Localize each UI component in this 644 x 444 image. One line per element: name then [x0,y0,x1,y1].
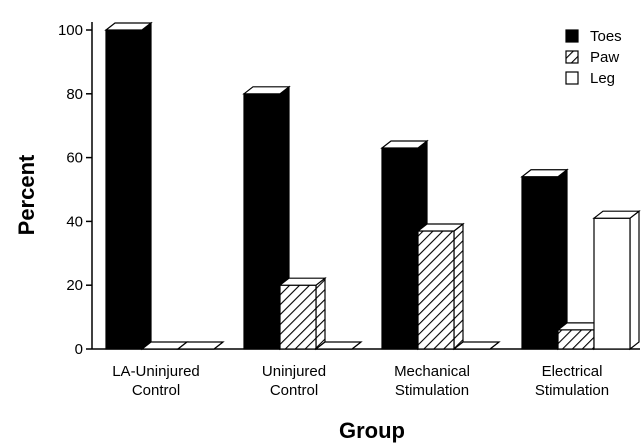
bar-leg [452,341,501,350]
bar-front [593,217,631,350]
bar-front [557,329,595,350]
bar-leg [592,209,641,351]
x-category-label: Mechanical [394,363,470,380]
bar-top [278,277,327,286]
bar-paw [278,276,327,351]
x-category-label: Stimulation [395,382,469,399]
bar-side [141,21,152,351]
y-tick-label: 40 [66,213,83,230]
y-tick-label: 20 [66,277,83,294]
legend-swatch-paw [565,50,579,64]
x-category-label: Control [132,382,180,399]
bar-front [105,29,143,350]
bar-front [381,147,419,350]
bar-side [629,209,640,351]
bar-front [279,284,317,350]
x-category-label: Stimulation [535,382,609,399]
x-category-label: Uninjured [262,363,326,380]
legend-label: Toes [590,28,622,45]
x-category-label: LA-Uninjured [112,363,200,380]
x-category-labels: LA-Uninjured Control Uninjured Control Mecha… [112,363,609,399]
bar-top [380,140,429,149]
bar-front [417,230,455,350]
legend-label: Leg [590,70,615,87]
bar-front [521,176,559,350]
y-tick-label: 0 [75,341,83,358]
bar-top [242,86,291,95]
bar-toes [104,21,153,351]
y-tick-label: 60 [66,150,83,167]
legend-swatch-toes [565,29,579,43]
bar-leg [176,341,225,350]
bar-side [557,168,568,351]
bar-top [314,341,363,350]
y-axis-label: Percent [14,154,39,235]
legend-swatch-leg [565,71,579,85]
bar-paw [416,222,465,351]
legend: Toes Paw Leg [565,28,622,87]
y-tick-label: 100 [58,22,83,39]
y-tick-label: 80 [66,86,83,103]
legend-label: Paw [590,49,619,66]
bar-leg [314,341,363,350]
x-axis-label: Group [339,418,405,443]
bar-side [315,276,326,351]
x-category-label: Control [270,382,318,399]
bar-top [416,223,465,232]
bar-top [520,169,569,178]
bar-top [104,22,153,31]
bar-side [453,222,464,351]
y-ticks: 0 20 40 60 80 100 [58,22,92,358]
bar-top [452,341,501,350]
bars [104,21,641,351]
x-category-label: Electrical [542,363,603,380]
bar-top [176,341,225,350]
bar-toes [520,168,569,351]
bar-front [243,93,281,350]
bar-top [592,210,641,219]
